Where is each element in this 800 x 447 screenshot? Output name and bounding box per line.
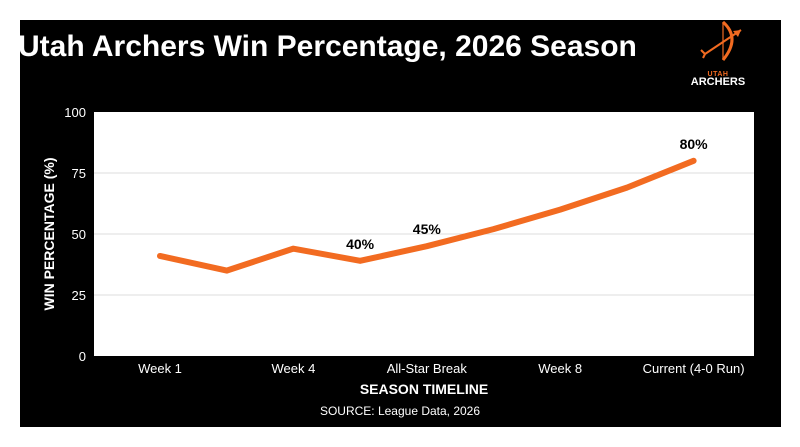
data-point [292,248,294,250]
x-tick-label: Week 4 [271,361,315,376]
utah-archers-logo: UTAH ARCHERS [683,16,753,88]
data-label: 80% [680,136,709,152]
x-axis-title: SEASON TIMELINE [360,381,488,397]
x-tick-label: All-Star Break [387,361,468,376]
x-tick-label: Week 1 [138,361,182,376]
data-point [159,255,161,257]
chart-title: Utah Archers Win Percentage, 2026 Season [18,30,637,63]
data-point [359,260,361,262]
data-point [493,228,495,230]
data-point [226,270,228,272]
data-point [693,160,695,162]
data-point [559,209,561,211]
y-tick-label: 75 [72,166,86,181]
data-point [426,245,428,247]
data-point [626,187,628,189]
data-label: 45% [413,221,442,237]
y-tick-label: 100 [64,105,86,120]
y-axis-title: WIN PERCENTAGE (%) [41,158,57,311]
x-tick-label: Week 8 [538,361,582,376]
logo-line-1: UTAH [707,71,729,78]
series-line [157,157,697,274]
bow-and-arrow-icon [700,20,742,61]
y-tick-label: 25 [72,288,86,303]
y-tick-label: 50 [72,227,86,242]
y-tick-label: 0 [79,349,86,364]
data-label: 40% [346,236,375,252]
source-note: SOURCE: League Data, 2026 [319,404,481,418]
x-tick-label: Current (4-0 Run) [643,361,745,376]
logo-line-2: ARCHERS [690,76,746,88]
